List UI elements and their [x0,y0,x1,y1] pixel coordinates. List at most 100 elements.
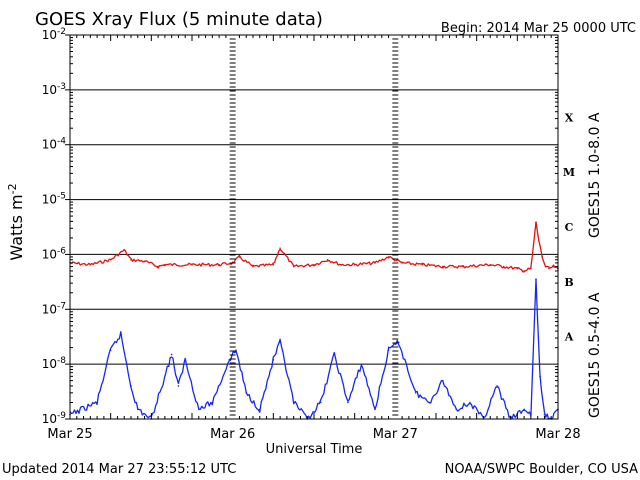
data-point [428,401,431,404]
legend-long-wavelength: GOES15 1.0-8.0 A [587,112,603,238]
data-point [136,408,139,411]
data-point [353,263,356,266]
data-point [347,401,349,404]
data-point [387,349,390,351]
data-point [89,263,92,266]
data-point [96,401,98,404]
chart-title: GOES Xray Flux (5 minute data) [35,9,323,30]
flare-class-M: M [563,166,575,179]
data-point [387,256,390,258]
data-point [516,267,519,270]
data-point [543,413,546,416]
y-tick-label: 10-2 [42,27,66,42]
credit-text: NOAA/SWPC Boulder, CO USA [445,462,638,477]
y-axis-label: Watts m-2 [6,183,26,260]
data-point [326,258,329,261]
data-point [523,408,525,411]
data-point [164,263,166,266]
data-point [552,265,555,268]
updated-timestamp: Updated 2014 Mar 27 23:55:12 UTC [2,462,236,477]
x-tick-label: Mar 26 [210,427,255,442]
x-axis-label: Universal Time [266,442,363,457]
x-tick-labels: Mar 25 Mar 26 Mar 27 Mar 28 [47,427,580,442]
y-tick-label: 10-8 [42,356,67,371]
data-point [109,349,112,351]
plot-frame [69,34,559,420]
x-tick-label: Mar 28 [535,427,580,442]
y-tick-label: 10-4 [42,137,67,152]
data-point [238,256,241,258]
data-point [279,341,281,344]
y-tick-label: 10-9 [42,411,67,426]
data-point [523,270,525,272]
data-point [258,408,261,411]
data-point [374,262,376,264]
data-point [548,267,550,270]
data-point [496,385,498,387]
data-point [530,413,532,416]
data-point [535,221,537,224]
data-point [170,353,173,356]
data-point [535,278,537,281]
flare-class-labels: X M C B A [563,111,575,343]
day-tick-marks [76,34,552,419]
data-point [340,263,342,266]
data-point [374,408,376,411]
y-tick-labels: 10-2 10-3 10-4 10-5 10-6 10-7 10-8 10-9 [42,27,558,426]
legend-short-wavelength: GOES15 0.5-4.0 A [587,292,603,418]
data-point [401,262,403,264]
data-point [197,408,200,411]
data-point [319,401,322,404]
y-tick-label: 10-7 [42,301,66,316]
x-tick-label: Mar 27 [373,427,418,442]
data-point [489,263,492,266]
data-point [211,401,214,404]
data-point [313,263,315,266]
data-point [279,247,281,249]
data-point [157,265,159,268]
x-tick-label: Mar 25 [47,427,92,442]
data-point [272,263,275,266]
begin-time: Begin: 2014 Mar 25 0000 UTC [441,21,636,36]
series-layer [69,221,559,420]
data-point [537,239,540,242]
data-point [292,401,295,404]
series-line-short [69,278,559,420]
flare-class-A: A [564,331,574,344]
data-point [455,408,458,411]
data-point [541,256,543,258]
data-point [441,265,444,268]
data-point [360,363,363,365]
data-point [109,258,112,261]
data-point [292,265,295,268]
flare-class-B: B [564,276,573,289]
series-line-long [69,221,559,273]
data-point [502,265,505,268]
data-point [539,375,541,378]
data-point [143,260,146,263]
data-point [218,263,220,266]
data-point [462,265,464,268]
data-point [272,358,275,361]
data-point [130,385,132,387]
decade-gridlines [70,34,558,420]
y-tick-label: 10-3 [42,82,66,97]
data-point [333,353,336,356]
y-tick-label: 10-5 [42,192,66,207]
data-point [441,379,444,382]
data-point [530,267,532,270]
y-tick-label: 10-6 [42,246,67,261]
data-point [245,392,248,394]
data-point [414,392,417,394]
data-point [184,358,187,361]
flare-class-X: X [565,111,574,124]
data-point [120,333,122,336]
data-point [544,265,547,268]
flare-class-C: C [565,221,574,234]
data-point [252,265,254,268]
data-point [123,249,126,251]
data-point [130,258,132,261]
data-point [177,385,180,387]
data-point [421,263,424,266]
